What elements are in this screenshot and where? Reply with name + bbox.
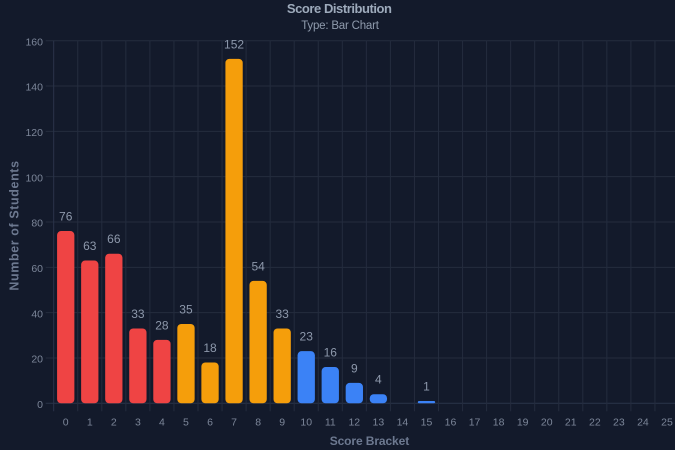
- svg-text:100: 100: [25, 172, 43, 184]
- svg-text:63: 63: [83, 239, 97, 253]
- svg-text:24: 24: [637, 416, 649, 428]
- svg-text:33: 33: [276, 307, 290, 321]
- svg-text:40: 40: [31, 308, 43, 320]
- svg-text:160: 160: [25, 36, 43, 48]
- svg-text:Score Distribution: Score Distribution: [287, 1, 392, 16]
- svg-text:17: 17: [469, 416, 481, 428]
- svg-text:2: 2: [111, 416, 117, 428]
- svg-text:Number of Students: Number of Students: [8, 160, 22, 290]
- svg-text:18: 18: [203, 341, 217, 355]
- svg-text:6: 6: [207, 416, 213, 428]
- svg-text:19: 19: [517, 416, 529, 428]
- svg-text:3: 3: [135, 416, 141, 428]
- svg-text:4: 4: [159, 416, 165, 428]
- svg-text:80: 80: [31, 218, 43, 230]
- svg-text:18: 18: [493, 416, 505, 428]
- svg-text:5: 5: [183, 416, 189, 428]
- svg-text:21: 21: [565, 416, 577, 428]
- svg-text:7: 7: [231, 416, 237, 428]
- svg-text:23: 23: [300, 330, 314, 344]
- svg-text:25: 25: [661, 416, 673, 428]
- svg-text:54: 54: [251, 259, 265, 273]
- svg-text:76: 76: [59, 210, 73, 224]
- svg-text:9: 9: [279, 416, 285, 428]
- svg-text:Type: Bar Chart: Type: Bar Chart: [301, 20, 380, 32]
- svg-text:66: 66: [107, 232, 121, 246]
- svg-text:140: 140: [25, 82, 43, 94]
- svg-text:10: 10: [300, 416, 312, 428]
- svg-text:152: 152: [224, 37, 244, 51]
- svg-text:9: 9: [351, 361, 358, 375]
- svg-text:23: 23: [613, 416, 625, 428]
- svg-text:28: 28: [155, 318, 169, 332]
- svg-text:11: 11: [325, 416, 336, 428]
- svg-text:14: 14: [397, 416, 409, 428]
- svg-text:13: 13: [373, 416, 385, 428]
- svg-text:16: 16: [445, 416, 457, 428]
- svg-text:20: 20: [541, 416, 553, 428]
- svg-text:22: 22: [589, 416, 601, 428]
- svg-text:35: 35: [179, 302, 193, 316]
- svg-text:33: 33: [131, 307, 145, 321]
- svg-text:120: 120: [25, 127, 43, 139]
- svg-text:8: 8: [255, 416, 261, 428]
- svg-text:0: 0: [63, 416, 69, 428]
- svg-text:60: 60: [31, 263, 43, 275]
- svg-text:Score Bracket: Score Bracket: [330, 434, 410, 448]
- svg-text:20: 20: [31, 354, 43, 366]
- svg-text:4: 4: [375, 373, 382, 387]
- svg-text:1: 1: [423, 380, 430, 394]
- svg-text:16: 16: [324, 346, 338, 360]
- svg-text:1: 1: [87, 416, 93, 428]
- svg-text:15: 15: [421, 416, 433, 428]
- svg-text:12: 12: [348, 416, 360, 428]
- svg-text:0: 0: [37, 399, 43, 411]
